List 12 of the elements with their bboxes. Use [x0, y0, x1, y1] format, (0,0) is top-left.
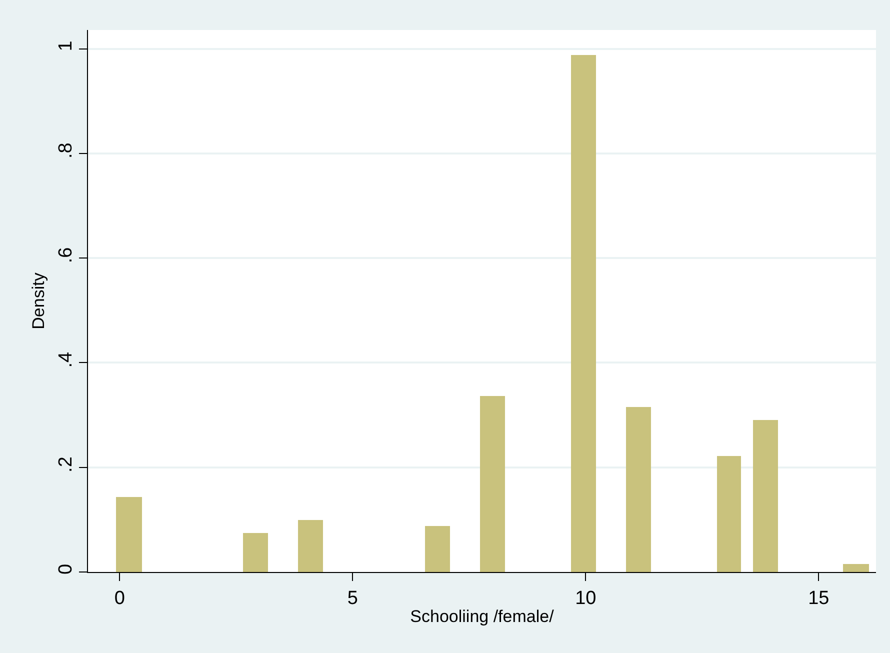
- y-tick-label: .4: [55, 352, 76, 368]
- x-tick-label: 15: [808, 588, 830, 609]
- y-tick-label: 0: [55, 564, 76, 574]
- y-tick-label: .8: [55, 142, 76, 159]
- y-tick-label: .2: [55, 456, 76, 472]
- x-tick-label: 5: [347, 588, 358, 609]
- x-tick-label: 10: [575, 588, 596, 609]
- x-tick-label: 0: [114, 588, 125, 609]
- y-tick-label: 1: [55, 40, 76, 52]
- y-tick-label: .6: [55, 247, 76, 264]
- x-axis-title: Schooliing /female/: [410, 607, 554, 626]
- y-axis-title: Density: [28, 272, 48, 330]
